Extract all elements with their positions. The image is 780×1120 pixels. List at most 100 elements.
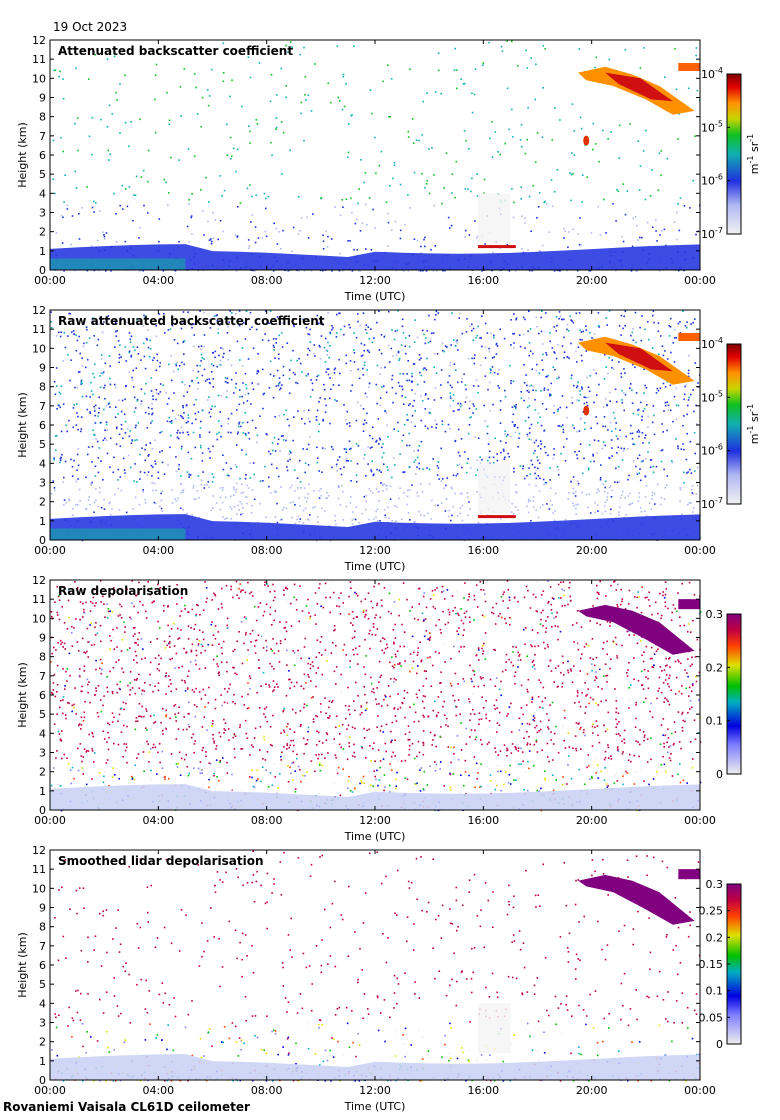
signal-pixel bbox=[313, 352, 315, 355]
signal-pixel bbox=[657, 483, 659, 486]
signal-pixel bbox=[155, 324, 157, 327]
signal-pixel bbox=[667, 700, 669, 703]
signal-pixel bbox=[111, 508, 113, 510]
signal-pixel bbox=[68, 702, 70, 705]
signal-pixel bbox=[143, 355, 146, 358]
signal-pixel bbox=[563, 351, 566, 353]
signal-pixel bbox=[351, 270, 354, 272]
signal-pixel bbox=[130, 355, 132, 358]
signal-pixel bbox=[677, 447, 679, 450]
signal-pixel bbox=[635, 465, 637, 468]
signal-pixel bbox=[201, 452, 204, 454]
signal-pixel bbox=[693, 432, 696, 434]
signal-pixel bbox=[597, 440, 600, 442]
signal-pixel bbox=[559, 406, 562, 409]
signal-pixel bbox=[401, 318, 404, 321]
signal-pixel bbox=[105, 270, 107, 272]
signal-pixel bbox=[94, 465, 97, 468]
signal-pixel bbox=[314, 506, 316, 508]
signal-pixel bbox=[484, 243, 486, 245]
signal-pixel bbox=[125, 188, 127, 190]
signal-pixel bbox=[59, 335, 62, 338]
signal-pixel bbox=[514, 746, 516, 748]
signal-pixel bbox=[594, 143, 597, 145]
signal-pixel bbox=[597, 510, 599, 512]
signal-pixel bbox=[134, 692, 137, 695]
signal-pixel bbox=[187, 311, 189, 313]
signal-pixel bbox=[331, 328, 333, 331]
signal-pixel bbox=[365, 500, 367, 503]
signal-pixel bbox=[358, 645, 361, 647]
signal-pixel bbox=[543, 641, 545, 644]
signal-pixel bbox=[494, 708, 496, 710]
signal-pixel bbox=[555, 330, 558, 332]
signal-pixel bbox=[273, 686, 276, 688]
signal-pixel bbox=[413, 450, 416, 452]
signal-pixel bbox=[605, 317, 608, 319]
signal-pixel bbox=[483, 192, 485, 194]
signal-pixel bbox=[133, 396, 136, 399]
signal-pixel bbox=[420, 395, 422, 397]
signal-pixel bbox=[467, 599, 469, 601]
signal-pixel bbox=[545, 620, 547, 622]
signal-pixel bbox=[461, 504, 464, 507]
signal-pixel bbox=[238, 324, 241, 327]
signal-pixel bbox=[330, 238, 333, 240]
signal-pixel bbox=[229, 495, 232, 498]
signal-pixel bbox=[317, 521, 319, 523]
signal-pixel bbox=[589, 460, 592, 463]
signal-pixel bbox=[401, 623, 403, 626]
signal-pixel bbox=[457, 612, 459, 615]
signal-pixel bbox=[539, 720, 542, 723]
signal-pixel bbox=[487, 443, 490, 445]
signal-pixel bbox=[666, 741, 668, 744]
signal-pixel bbox=[96, 440, 99, 443]
signal-pixel bbox=[552, 512, 554, 514]
signal-pixel bbox=[505, 771, 507, 773]
signal-pixel bbox=[299, 505, 301, 507]
signal-pixel bbox=[424, 245, 426, 248]
signal-pixel bbox=[537, 459, 539, 462]
signal-pixel bbox=[368, 386, 370, 388]
signal-pixel bbox=[242, 432, 245, 434]
signal-pixel bbox=[350, 496, 352, 498]
signal-pixel bbox=[298, 520, 301, 523]
signal-pixel bbox=[422, 468, 424, 471]
signal-pixel bbox=[527, 511, 530, 514]
signal-pixel bbox=[95, 202, 97, 204]
signal-pixel bbox=[331, 325, 333, 327]
signal-pixel bbox=[363, 349, 365, 352]
signal-pixel bbox=[313, 490, 315, 492]
signal-pixel bbox=[497, 770, 499, 773]
signal-pixel bbox=[98, 407, 100, 410]
signal-pixel bbox=[531, 463, 534, 466]
signal-pixel bbox=[686, 472, 688, 474]
signal-pixel bbox=[165, 392, 167, 394]
signal-pixel bbox=[182, 509, 184, 511]
signal-pixel bbox=[327, 494, 330, 497]
signal-pixel bbox=[102, 781, 105, 784]
signal-pixel bbox=[160, 499, 163, 502]
signal-pixel bbox=[160, 507, 163, 510]
signal-pixel bbox=[350, 460, 352, 462]
signal-pixel bbox=[78, 674, 81, 677]
signal-pixel bbox=[296, 518, 298, 521]
signal-pixel bbox=[325, 732, 328, 734]
signal-pixel bbox=[392, 751, 394, 754]
signal-pixel bbox=[347, 151, 350, 154]
signal-pixel bbox=[105, 232, 108, 234]
signal-pixel bbox=[583, 783, 586, 786]
signal-pixel bbox=[129, 338, 132, 341]
signal-pixel bbox=[457, 381, 459, 384]
y-tick-label: 12 bbox=[32, 304, 46, 317]
signal-pixel bbox=[108, 104, 111, 107]
signal-pixel bbox=[150, 464, 153, 467]
signal-pixel bbox=[75, 424, 78, 426]
signal-pixel bbox=[60, 809, 63, 812]
signal-pixel bbox=[210, 371, 213, 373]
signal-pixel bbox=[401, 325, 404, 328]
signal-pixel bbox=[648, 502, 651, 504]
signal-pixel bbox=[327, 312, 329, 314]
signal-pixel bbox=[535, 389, 537, 392]
signal-pixel bbox=[114, 320, 117, 323]
